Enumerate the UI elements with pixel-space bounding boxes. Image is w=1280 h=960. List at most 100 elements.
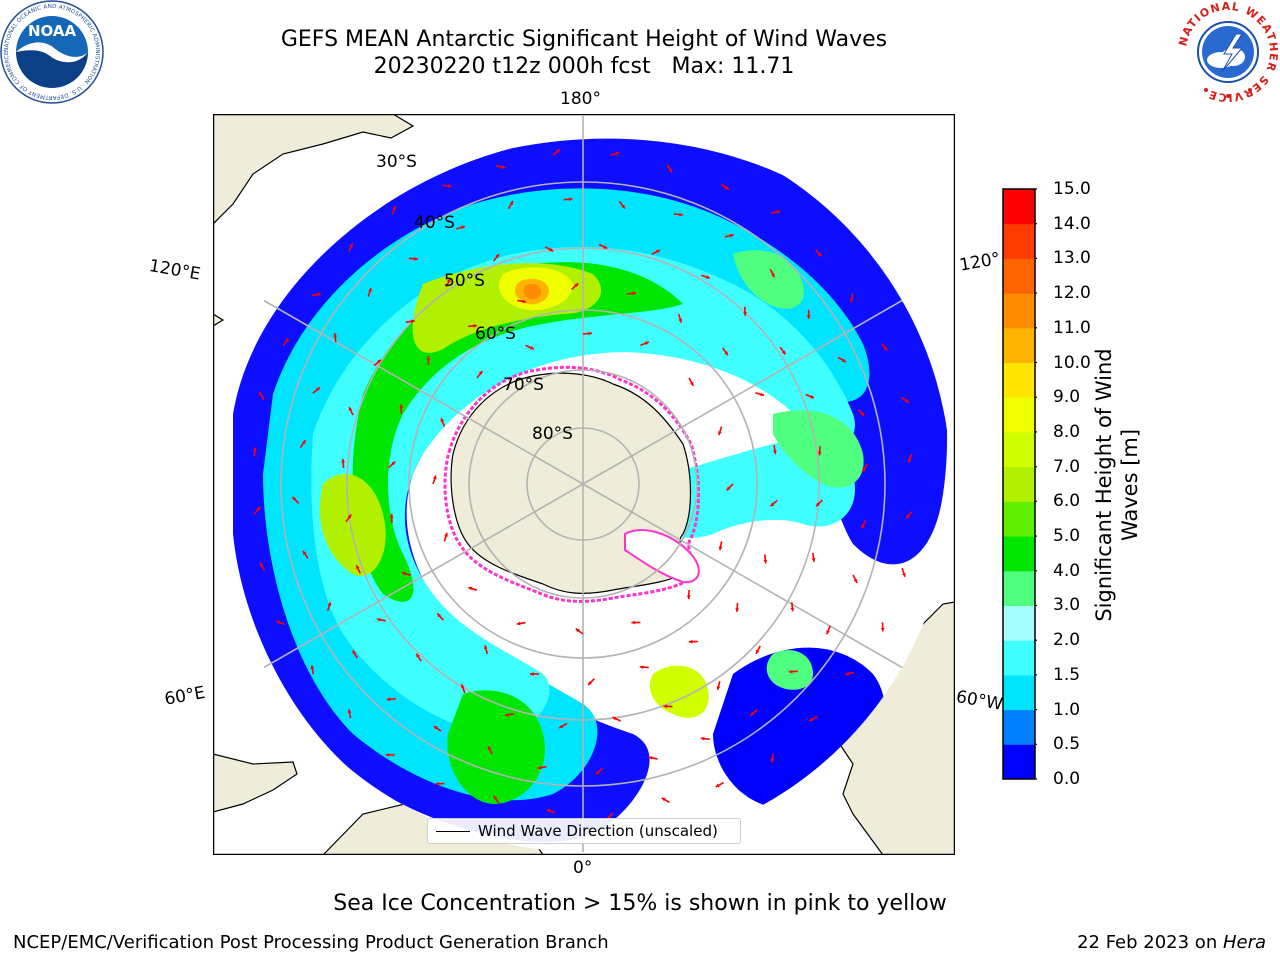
wind-wave-arrowhead xyxy=(631,620,635,625)
colorbar-tick-label: 1.5 xyxy=(1053,664,1081,685)
wind-wave-arrowhead xyxy=(487,746,492,751)
wind-wave-arrowhead xyxy=(292,496,297,501)
wind-wave-arrowhead xyxy=(555,149,560,153)
wind-wave-arrowhead xyxy=(806,315,811,319)
colorbar-band xyxy=(1003,397,1035,433)
chart-subtitle: 20230220 t12z 000h fcst Max: 11.71 xyxy=(373,54,795,79)
wind-wave-arrowhead xyxy=(845,671,850,676)
lon-label-60w: 60°W xyxy=(954,687,1005,715)
nws-logo: NATIONAL WEATHER SERVICE xyxy=(1176,0,1279,104)
wind-wave-arrowhead xyxy=(468,586,473,591)
wind-wave-arrowhead xyxy=(414,256,418,261)
polar-map xyxy=(213,114,955,855)
wind-wave-arrowhead xyxy=(484,645,488,650)
wind-wave-arrowhead xyxy=(356,565,360,570)
colorbar-tick-label: 2.0 xyxy=(1053,630,1081,651)
wind-wave-arrowhead xyxy=(688,639,693,644)
wind-wave-arrowhead xyxy=(862,467,866,472)
wind-wave-arrowhead xyxy=(880,627,885,632)
graticule xyxy=(215,116,951,852)
colorbar-tick-label: 7.0 xyxy=(1053,456,1081,477)
wind-wave-arrowhead xyxy=(826,630,830,635)
wind-wave-arrowhead xyxy=(718,431,722,436)
wind-wave-arrowhead xyxy=(860,412,865,416)
wind-wave-arrowhead xyxy=(595,770,600,775)
wind-wave-arrowhead xyxy=(817,451,822,456)
wind-wave-arrowhead xyxy=(495,254,499,259)
colorbar-tick-label: 3.0 xyxy=(1053,595,1081,616)
colorbar-band xyxy=(1003,709,1035,745)
wind-wave-arrowhead xyxy=(772,450,777,454)
wind-wave-arrowhead xyxy=(568,197,573,202)
colorbar-band xyxy=(1003,293,1035,329)
wind-wave-arrowhead xyxy=(310,665,315,670)
wind-wave-arrowhead xyxy=(333,333,338,337)
wind-wave-arrowhead xyxy=(461,225,466,230)
antarctica xyxy=(443,365,700,603)
colorbar-band xyxy=(1003,189,1035,225)
wind-wave-arrowhead xyxy=(648,756,653,760)
wind-wave-arrowhead xyxy=(715,783,720,788)
wind-wave-arrowhead xyxy=(493,795,498,800)
wind-wave-arrowhead xyxy=(410,319,415,324)
colorbar-band xyxy=(1003,536,1035,572)
wind-wave-arrowhead xyxy=(663,704,668,709)
colorbar-tick-label: 12.0 xyxy=(1053,283,1091,304)
colorbar xyxy=(1002,188,1037,780)
wind-wave-arrowhead xyxy=(718,546,723,551)
wind-wave-arrowhead xyxy=(760,392,764,397)
wind-wave-arrowhead xyxy=(729,233,734,238)
wind-wave-arrowhead xyxy=(433,725,438,730)
wind-wave-arrowhead xyxy=(316,292,321,297)
colorbar-tick-label: 10.0 xyxy=(1053,352,1091,373)
map-frame xyxy=(213,114,955,855)
wind-wave-arrowhead xyxy=(303,550,307,555)
colorbar-label-line2: Waves [m] xyxy=(1118,428,1142,542)
colorbar-band xyxy=(1003,605,1035,641)
wind-wave-arrowhead xyxy=(574,283,579,288)
wind-wave-arrowhead xyxy=(276,620,281,625)
legend-line-swatch xyxy=(436,831,470,832)
wind-wave-arrowhead xyxy=(426,356,431,360)
wind-wave-arrowhead xyxy=(386,697,391,702)
wind-wave-arrowhead xyxy=(392,205,397,210)
wind-wave-arrowhead xyxy=(790,607,795,612)
wind-wave-arrowhead xyxy=(763,559,768,564)
lat-label-60s: 60°S xyxy=(475,324,516,344)
wind-wave-arrowhead xyxy=(402,571,406,576)
wind-wave-arrows xyxy=(252,148,913,821)
wind-wave-arrowhead xyxy=(501,165,506,169)
chart-title: GEFS MEAN Antarctic Significant Height o… xyxy=(280,27,888,52)
wind-wave-arrowhead xyxy=(432,475,437,480)
wind-wave-arrowhead xyxy=(435,781,440,786)
wind-wave-arrowhead xyxy=(347,709,352,714)
wind-wave-arrowhead xyxy=(907,458,912,463)
wind-wave-arrowhead xyxy=(817,252,822,257)
wind-wave-arrowhead xyxy=(575,628,580,633)
colorbar-band xyxy=(1003,223,1035,259)
wind-wave-arrowhead xyxy=(678,318,683,323)
colorbar-band xyxy=(1003,674,1035,711)
wind-wave-arrowhead xyxy=(377,359,381,364)
wind-wave-arrowhead xyxy=(705,275,710,279)
wind-wave-arrowhead xyxy=(853,579,858,584)
colorbar-band xyxy=(1003,640,1035,676)
wind-wave-arrowhead xyxy=(368,288,372,293)
wind-wave-arrowhead xyxy=(509,201,513,206)
wind-wave-arrowhead xyxy=(522,299,527,304)
sea-ice-note: Sea Ice Concentration > 15% is shown in … xyxy=(333,891,947,916)
footer-branch: NCEP/EMC/Verification Post Processing Pr… xyxy=(13,932,609,953)
wind-wave-arrowhead xyxy=(389,513,394,518)
wind-wave-arrowhead xyxy=(301,440,306,445)
colorbar-label-line1: Significant Height of Wind xyxy=(1092,348,1116,622)
wind-wave-arrowhead xyxy=(461,684,465,689)
wind-wave-arrowhead xyxy=(529,345,534,350)
wind-wave-arrowhead xyxy=(809,717,814,721)
colorbar-tick-label: 14.0 xyxy=(1053,213,1091,234)
wind-wave-arrowhead xyxy=(530,672,534,676)
wind-wave-arrowhead xyxy=(473,323,478,328)
wind-wave-arrowhead xyxy=(770,502,775,507)
footer-date: 22 Feb 2023 on Hera xyxy=(1077,932,1266,954)
wind-wave-arrowhead xyxy=(735,608,740,612)
wind-wave-arrowhead xyxy=(349,243,353,248)
